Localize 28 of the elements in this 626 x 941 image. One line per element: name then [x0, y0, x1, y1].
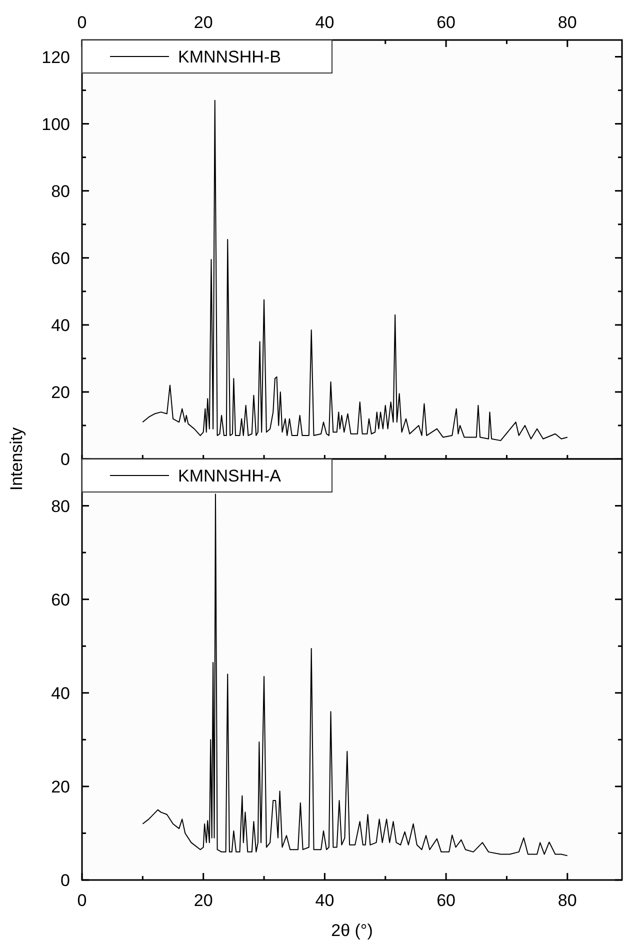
- y-tick-label: 80: [51, 496, 70, 516]
- x2-tick-label: 60: [436, 13, 456, 32]
- x-tick-label: 0: [77, 891, 87, 910]
- x-tick-label: 60: [436, 891, 456, 910]
- line-series: [142, 100, 568, 442]
- y-tick-label: 80: [51, 182, 70, 201]
- y-tick-label: 0: [60, 871, 70, 890]
- y-tick-label: 60: [51, 590, 70, 610]
- legend-label: KMNNSHH-A: [178, 466, 282, 486]
- x-axis-title: 2θ (°): [331, 921, 373, 940]
- y-tick-label: 0: [60, 450, 70, 469]
- y-tick-label: 20: [51, 777, 70, 796]
- x2-tick-label: 40: [315, 13, 334, 32]
- y-tick-label: 40: [51, 684, 70, 703]
- x2-tick-label: 80: [558, 13, 577, 32]
- x-tick-label: 40: [315, 891, 334, 910]
- line-series: [142, 494, 568, 856]
- y-tick-label: 40: [51, 316, 70, 335]
- x-tick-label: 80: [558, 891, 577, 910]
- y-tick-label: 100: [42, 114, 70, 134]
- y-axis-title: Intensity: [7, 426, 26, 491]
- y-tick-label: 20: [51, 382, 70, 402]
- y-tick-label: 120: [42, 48, 70, 67]
- y-tick-label: 60: [51, 248, 70, 268]
- x2-tick-label: 20: [194, 13, 213, 32]
- legend-label: KMNNSHH-B: [178, 48, 281, 66]
- x2-tick-label: 0: [77, 13, 87, 32]
- x-tick-label: 20: [194, 891, 213, 910]
